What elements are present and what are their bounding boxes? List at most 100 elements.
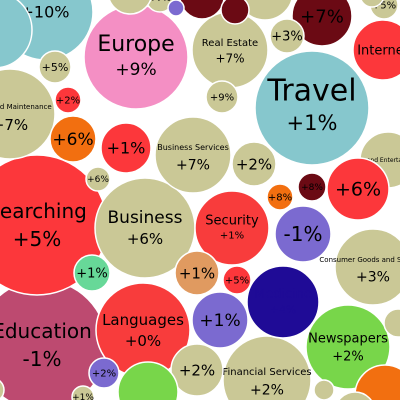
- bubble-value: +2%: [56, 96, 80, 107]
- bubble-circle: [71, 385, 95, 400]
- bubble-circle: [194, 190, 270, 266]
- bubble-value: +6%: [127, 230, 163, 248]
- bubble-circle: [266, 183, 294, 211]
- bubble-circle: [145, 0, 175, 13]
- bubble-bubble-42: [179, 0, 225, 20]
- bubble-bubble-24: +1%: [174, 250, 220, 296]
- bubble-bubble-52: [167, 0, 185, 17]
- bubble-value: +1%: [220, 231, 244, 242]
- bubble-label: Languages: [102, 311, 184, 329]
- bubble-home-and-maintenance: Home and Maintenance +7%: [0, 68, 56, 160]
- bubble-value: +2%: [332, 350, 364, 365]
- bubble-value: +7%: [0, 116, 28, 134]
- bubble-circle: [88, 357, 120, 389]
- bubble-bubble-29: +5%: [38, 50, 72, 84]
- bubble-bubble-20: +6%: [326, 157, 390, 221]
- bubble-value: +7%: [300, 6, 344, 27]
- bubble-circle: [167, 0, 185, 17]
- bubble-bubble-17: -1%: [274, 205, 332, 263]
- bubble-circle: [85, 166, 111, 192]
- bubble-bubble-25: +1%: [73, 254, 111, 292]
- bubble-value: +5%: [225, 276, 249, 287]
- bubble-circle: [170, 343, 224, 397]
- bubble-circle: [269, 18, 305, 54]
- bubble-circle: [338, 391, 372, 400]
- bubble-label: Medicine: [254, 287, 312, 302]
- bubble-value: +5%: [13, 227, 62, 251]
- bubble-circle: [0, 380, 5, 400]
- bubble-bubble-39: +7%: [145, 0, 175, 13]
- bubble-value: +6%: [87, 175, 109, 185]
- bubble-label: Business: [108, 208, 183, 228]
- bubble-value: +2%: [236, 155, 272, 173]
- bubble-label: Europe: [97, 32, 174, 57]
- bubble-circle: [108, 0, 152, 15]
- bubble-circle: [231, 141, 277, 187]
- bubble-bubble-26: +2%: [231, 141, 277, 187]
- bubble-label: Searching: [0, 199, 87, 223]
- bubble-label: Arts and Entertainment: [353, 157, 400, 164]
- bubble-bubble-48: [338, 391, 372, 400]
- bubble-bubble-45: [313, 379, 335, 400]
- bubble-circle: [334, 228, 400, 306]
- bubble-circle: [291, 0, 353, 47]
- bubble-value: +4%: [270, 304, 297, 317]
- bubble-value: +1%: [72, 393, 94, 400]
- bubble-circle: [54, 86, 82, 114]
- bubble-bubble-43: [108, 0, 152, 15]
- bubble-value: +7%: [149, 0, 171, 4]
- bubble-value: +6%: [335, 179, 381, 201]
- bubble-europe: Europe +9%: [83, 4, 189, 110]
- bubble-circle: [305, 304, 391, 390]
- bubble-circle: [297, 172, 327, 202]
- bubble-value: +2%: [179, 361, 215, 379]
- bubble-circle: [174, 250, 220, 296]
- bubble-circle: [0, 68, 56, 160]
- bubble-circle: [191, 291, 249, 349]
- bubble-bubble-40: [0, 0, 33, 69]
- bubble-circle: [117, 361, 179, 400]
- bubble-circle: [313, 379, 335, 400]
- bubble-value: +1%: [107, 139, 146, 158]
- bubble-value: +1%: [76, 267, 108, 282]
- bubble-label: Business Services: [157, 143, 229, 152]
- bubble-circle: [246, 265, 320, 339]
- bubble-circle: [100, 122, 152, 174]
- bubble-bubble-34: +8%: [297, 172, 327, 202]
- bubble-value: +0%: [125, 332, 161, 350]
- bubble-label: Real Estate: [202, 38, 258, 49]
- bubble-bubble-37: +1%: [71, 385, 95, 400]
- bubble-value: +2%: [250, 383, 284, 399]
- bubble-bubble-44: [220, 0, 250, 25]
- bubble-bubble-19: +7%: [291, 0, 353, 47]
- bubble-circle: [220, 0, 250, 25]
- bubble-value: +3%: [356, 270, 390, 286]
- bubble-value: +9%: [210, 93, 234, 104]
- bubble-bubble-31: +2%: [54, 86, 82, 114]
- bubble-circle: [326, 157, 390, 221]
- bubble-circle: [352, 19, 400, 81]
- bubble-circle: [383, 308, 400, 338]
- bubble-circle: [360, 0, 384, 8]
- bubble-label: Consumer Goods and Services: [319, 256, 400, 264]
- bubble-medicine: Medicine +4%: [246, 265, 320, 339]
- bubble-circle: [154, 116, 232, 194]
- bubble-circle: [222, 335, 312, 400]
- bubble-travel: Travel+1%: [254, 50, 370, 166]
- bubble-label: Financial Services: [222, 367, 311, 378]
- bubble-bubble-30: +9%: [205, 80, 239, 114]
- bubble-label: Home and Maintenance: [0, 103, 52, 111]
- bubble-bubble-36: +2%: [88, 357, 120, 389]
- bubble-bubble-41: [237, 0, 293, 21]
- bubble-bubble-49: [383, 308, 400, 338]
- bubble-value: +8%: [301, 183, 323, 193]
- bubble-label: Security: [205, 214, 259, 229]
- bubble-bubble-23: +1%: [191, 291, 249, 349]
- bubble-value: +8%: [268, 193, 292, 204]
- bubble-circle: [205, 80, 239, 114]
- bubble-bubble-35: +5%: [222, 265, 252, 295]
- bubble-business: Business +6%: [94, 177, 196, 279]
- bubble-circle: [38, 50, 72, 84]
- bubble-circle: [73, 254, 111, 292]
